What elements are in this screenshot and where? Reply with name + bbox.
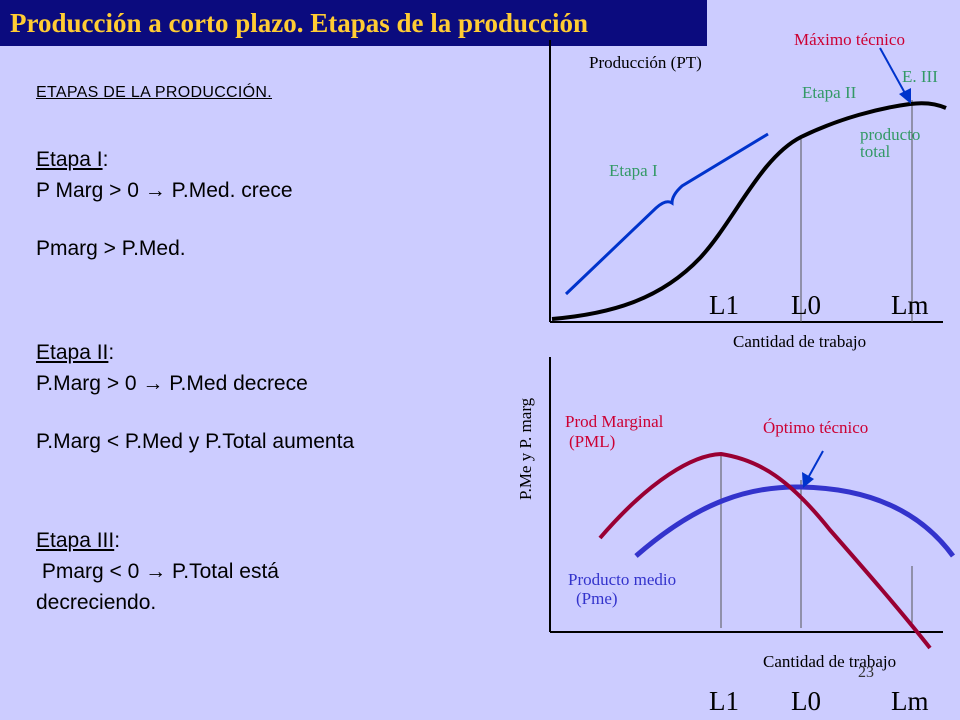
top-tick-l0: L0 <box>791 290 821 320</box>
e3-label: E. III <box>902 67 938 86</box>
stages-panel: ETAPAS DE LA PRODUCCIÓN. Etapa I: P Marg… <box>36 84 476 614</box>
top-y-label: Producción (PT) <box>589 53 702 72</box>
etapa-1-label: Etapa I <box>609 161 658 180</box>
marginal-product-curve <box>598 451 932 650</box>
stage-2-line-1: P.Marg > 0 → P.Med decrece <box>36 372 308 395</box>
bottom-tick-l1: L1 <box>709 686 739 716</box>
stages-heading: ETAPAS DE LA PRODUCCIÓN. <box>36 84 272 101</box>
pml-label-2: (PML) <box>569 432 615 451</box>
bottom-tick-l0: L0 <box>791 686 821 716</box>
etapa-2-label: Etapa II <box>802 83 857 102</box>
total-product-label-1: producto <box>860 125 920 144</box>
stage-2-line-2: P.Marg < P.Med y P.Total aumenta <box>36 430 355 453</box>
etapa-1-brace <box>564 132 769 296</box>
average-product-curve <box>634 484 956 558</box>
max-arrow-head <box>899 88 911 104</box>
top-x-label: Cantidad de trabajo <box>733 332 866 351</box>
pme-label-2: (Pme) <box>576 589 618 608</box>
optimum-arrow-shaft <box>807 450 824 479</box>
stage-3: Etapa III: Pmarg < 0 → P.Total está decr… <box>36 525 279 618</box>
stage-3-name: Etapa III <box>36 529 115 552</box>
top-chart: Producción (PT) Máximo técnico E. III Et… <box>549 30 947 351</box>
stage-2-name: Etapa II <box>36 341 109 364</box>
bottom-chart: P.Me y P. marg Prod Marginal (PML) Óptim… <box>516 357 956 716</box>
slide-number: 23 <box>858 664 874 681</box>
max-technical-label: Máximo técnico <box>794 30 905 49</box>
stage-3-line-2: decreciendo. <box>36 591 157 614</box>
total-product-label-2: total <box>860 142 890 161</box>
stage-1-name: Etapa I <box>36 148 103 171</box>
optimum-arrow-head <box>802 472 814 488</box>
pme-label-1: Producto medio <box>568 570 676 589</box>
stage-2: Etapa II: P.Marg > 0 → P.Med decrece P.M… <box>36 337 354 457</box>
pml-label-1: Prod Marginal <box>565 412 664 431</box>
stage-1: Etapa I: P Marg > 0 → P.Med. crece Pmarg… <box>36 144 293 264</box>
bottom-x-label: Cantidad de trabajo <box>763 652 896 671</box>
stage-3-line-1: Pmarg < 0 → P.Total está <box>36 560 279 583</box>
optimo-label: Óptimo técnico <box>763 418 868 437</box>
top-tick-lm: Lm <box>891 290 929 320</box>
bottom-y-label: P.Me y P. marg <box>516 397 535 500</box>
max-arrow-shaft <box>879 47 907 96</box>
top-tick-l1: L1 <box>709 290 739 320</box>
stage-1-line-2: Pmarg > P.Med. <box>36 237 186 260</box>
stage-1-line-1: P Marg > 0 → P.Med. crece <box>36 179 293 202</box>
slide-title: Producción a corto plazo. Etapas de la p… <box>0 0 707 46</box>
bottom-tick-lm: Lm <box>891 686 929 716</box>
